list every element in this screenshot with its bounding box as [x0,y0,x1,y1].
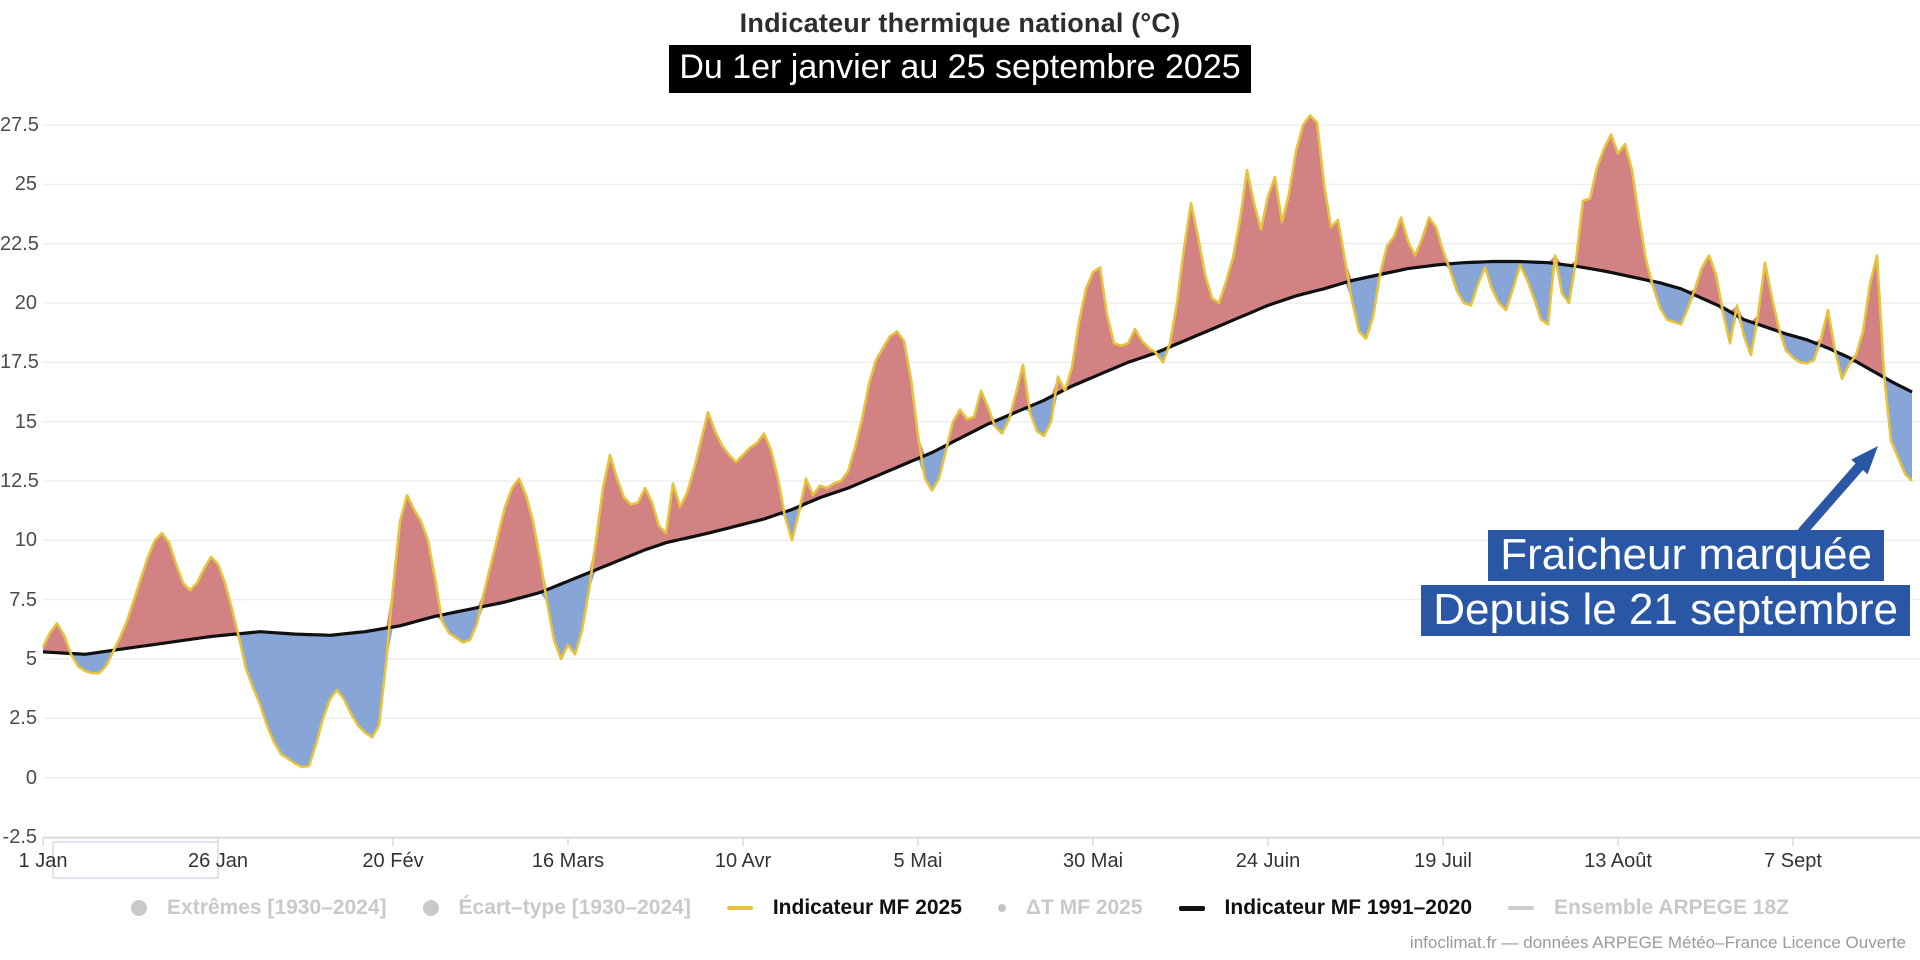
normal-1991-2020-line [42,259,1913,656]
x-tick-label: 1 Jan [18,850,68,872]
credits-text: infoclimat.fr — données ARPEGE Météo–Fra… [1409,933,1906,952]
y-tick-label: 17.5 [0,351,39,373]
legend-item-4[interactable]: Indicateur MF 1991–2020 [1178,896,1473,920]
legend-label: Ensemble ARPEGE 18Z [1554,896,1789,919]
focus-outline-rect [52,841,219,879]
annotation-arrow-icon [1798,446,1878,536]
legend-label: ΔT MF 2025 [1025,896,1143,919]
cool-anomaly-fill [43,261,1912,767]
y-tick-label: -2.5 [2,826,37,848]
legend-item-2[interactable]: Indicateur MF 2025 [726,896,962,920]
y-tick-label: 27.5 [0,114,39,136]
warm-anomaly-fill [43,115,1912,655]
x-tick-label: 10 Avr [714,850,772,872]
legend-item-5[interactable]: Ensemble ARPEGE 18Z [1508,896,1789,920]
legend-item-0[interactable]: Extrêmes [1930–2024] [131,896,387,920]
legend-marker-icon [997,904,1006,912]
legend-line-icon [726,906,753,910]
y-tick-label: 15 [14,411,37,433]
y-tick-label: 7.5 [9,589,37,611]
y-tick-label: 5 [25,648,37,670]
legend-item-3[interactable]: ΔT MF 2025 [997,896,1143,920]
chart-subtitle: Du 1er janvier au 25 septembre 2025 [669,45,1251,93]
y-tick-label: 22.5 [0,233,39,255]
x-tick-label: 30 Mai [1062,850,1124,872]
chart-legend: Extrêmes [1930–2024] Écart–type [1930–202… [0,896,1920,920]
legend-label: Indicateur MF 1991–2020 [1224,896,1473,919]
chart-title: Indicateur thermique national (°C) [739,8,1181,38]
x-axis-ticks [42,838,1794,846]
legend-label: Écart–type [1930–2024] [458,896,691,919]
x-tick-label: 20 Fév [362,850,424,872]
annotation-line1: Fraicheur marquée [1488,530,1884,581]
legend-line-icon [1178,905,1205,911]
y-tick-label: 0 [25,767,37,789]
legend-label: Indicateur MF 2025 [772,896,962,919]
legend-label: Extrêmes [1930–2024] [167,896,387,919]
x-tick-label: 16 Mars [531,850,605,872]
x-tick-label: 19 Juil [1414,850,1472,872]
annotation-line2: Depuis le 21 septembre [1421,585,1910,636]
y-tick-label: 12.5 [0,470,39,492]
y-tick-label: 25 [14,173,37,195]
legend-marker-icon [131,900,148,916]
indicator-2025-line [41,114,1913,769]
y-tick-label: 20 [14,292,37,314]
chart-subtitle-wrap: Du 1er janvier au 25 septembre 2025 [0,45,1920,93]
y-tick-label: 10 [14,529,37,551]
legend-marker-icon [422,900,439,916]
x-tick-label: 5 Mai [893,850,943,872]
y-tick-label: 2.5 [9,707,37,729]
x-tick-label: 13 Août [1584,850,1652,872]
x-tick-label: 7 Sept [1764,850,1822,872]
legend-item-1[interactable]: Écart–type [1930–2024] [422,896,691,920]
x-tick-label: 24 Juin [1235,850,1301,872]
annotation-box: Fraicheur marquée Depuis le 21 septembre [1421,527,1910,637]
x-tick-label: 26 Jan [187,850,249,872]
legend-line-icon [1508,906,1535,910]
